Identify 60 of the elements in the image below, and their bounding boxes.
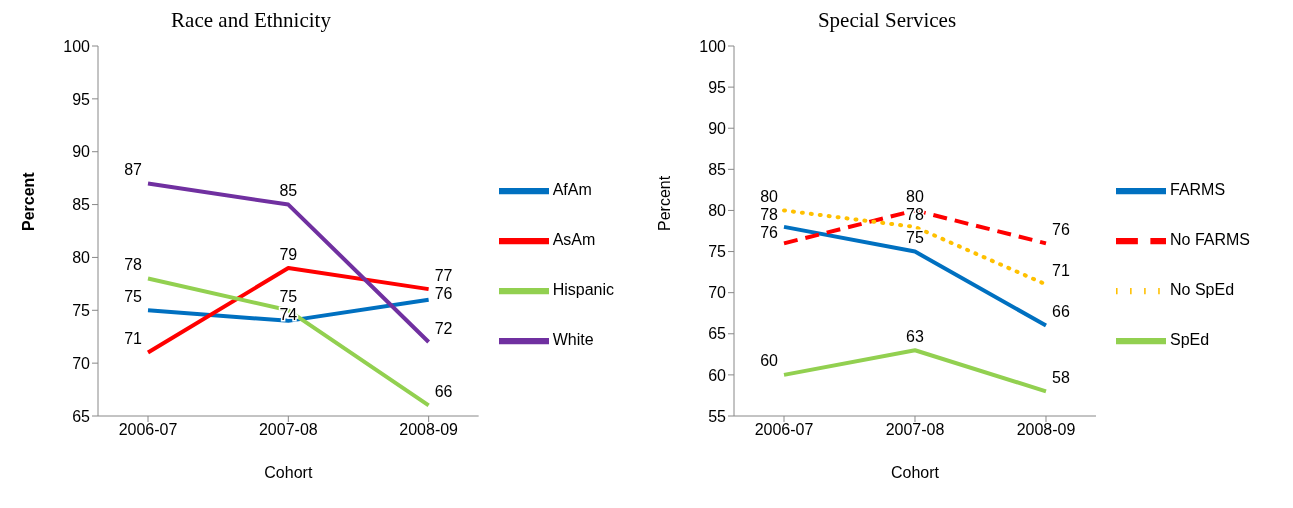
data-label: 58: [1051, 368, 1070, 386]
y-tick-label: 70: [708, 284, 727, 302]
data-label: 71: [124, 330, 143, 348]
data-label: 85: [279, 182, 298, 200]
data-label: 77: [434, 266, 453, 284]
y-tick-label: 80: [708, 202, 727, 220]
data-label: 75: [279, 287, 298, 305]
y-tick-label: 95: [72, 90, 91, 108]
y-tick-label: 100: [63, 37, 91, 55]
data-label: 60: [760, 352, 779, 370]
legend-label: AsAm: [552, 231, 596, 249]
x-tick-label: 2008-09: [399, 421, 459, 439]
data-label: 66: [1051, 303, 1070, 321]
data-label: 76: [434, 284, 453, 302]
legend-label: AfAm: [552, 181, 592, 199]
legend-label: FARMS: [1169, 181, 1226, 199]
chart-title: Special Services: [816, 8, 958, 34]
y-axis-title: Percent: [655, 175, 673, 231]
x-tick-label: 2006-07: [118, 421, 178, 439]
y-tick-label: 75: [72, 301, 91, 319]
x-tick-label: 2006-07: [754, 421, 814, 439]
chart-title: Race and Ethnicity: [170, 8, 332, 34]
legend-label: SpEd: [1169, 331, 1210, 349]
data-label: 71: [1051, 261, 1070, 279]
x-axis-title: Cohort: [264, 464, 313, 481]
data-label: 80: [760, 187, 779, 205]
legend-label: No SpEd: [1169, 281, 1235, 299]
y-tick-label: 70: [72, 354, 91, 372]
y-tick-label: 75: [708, 243, 727, 261]
x-axis-title: Cohort: [890, 464, 940, 481]
y-tick-label: 55: [708, 407, 727, 425]
data-label: 78: [760, 205, 779, 223]
data-label: 80: [906, 187, 924, 205]
data-label: 78: [124, 256, 143, 274]
y-tick-label: 95: [708, 78, 727, 96]
y-tick-label: 65: [72, 407, 91, 425]
y-tick-label: 65: [708, 325, 727, 343]
legend-label: White: [552, 331, 594, 349]
x-tick-label: 2007-08: [885, 421, 945, 439]
data-label: 63: [906, 327, 924, 345]
data-label: 75: [906, 229, 924, 247]
data-label: 79: [279, 245, 298, 263]
y-tick-label: 85: [708, 161, 727, 179]
legend-label: No FARMS: [1169, 231, 1250, 249]
y-tick-label: 90: [72, 143, 91, 161]
data-label: 72: [434, 319, 453, 337]
y-axis-title: Percent: [19, 171, 37, 231]
x-tick-label: 2008-09: [1016, 421, 1076, 439]
data-label: 75: [124, 287, 143, 305]
y-tick-label: 80: [72, 249, 91, 267]
x-tick-label: 2007-08: [258, 421, 318, 439]
y-tick-label: 100: [699, 37, 727, 55]
y-tick-label: 90: [708, 119, 727, 137]
data-label: 87: [124, 160, 143, 178]
y-tick-label: 85: [72, 196, 91, 214]
y-tick-label: 60: [708, 366, 727, 384]
data-label: 76: [760, 223, 779, 241]
data-label: 66: [434, 382, 453, 400]
legend-label: Hispanic: [552, 281, 614, 299]
data-label: 76: [1051, 220, 1070, 238]
